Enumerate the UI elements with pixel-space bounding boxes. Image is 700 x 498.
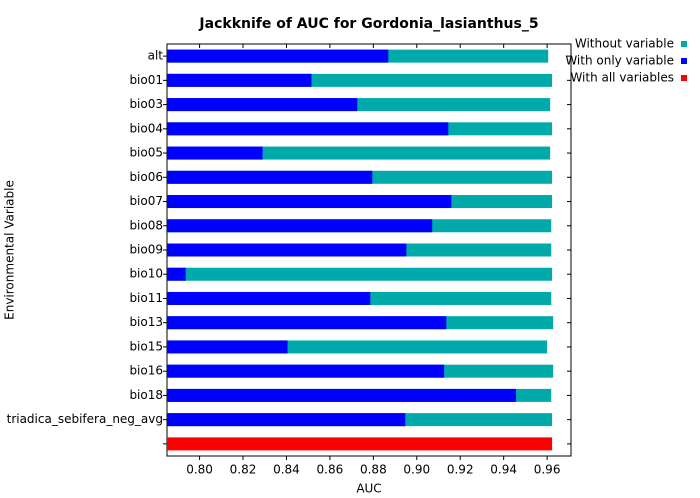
legend-label: With only variable [565, 54, 674, 68]
y-tick-label: triadica_sebifera_neg_avg [7, 412, 163, 426]
bar [167, 146, 551, 160]
x-tick-label: 0.82 [230, 463, 257, 477]
chart-title: Jackknife of AUC for Gordonia_lasianthus… [198, 16, 538, 32]
x-tick-label: 0.84 [273, 463, 300, 477]
legend-swatch [681, 58, 687, 64]
bar [167, 388, 517, 402]
y-tick-label: bio07 [129, 194, 163, 208]
bar [167, 219, 433, 233]
y-tick-label: bio18 [129, 388, 163, 402]
y-tick-label: bio11 [129, 291, 163, 305]
bar [167, 122, 449, 136]
bar [167, 413, 406, 427]
legend-swatch [681, 75, 687, 81]
bar [167, 267, 186, 281]
bar [167, 437, 553, 451]
x-tick-label: 0.88 [360, 463, 387, 477]
y-axis-label: Environmental Variable [3, 180, 17, 320]
legend-label: With all variables [570, 71, 674, 85]
legend-label: Without variable [575, 37, 674, 51]
bar [167, 291, 371, 305]
bar [167, 73, 312, 87]
bar [167, 316, 447, 330]
x-tick-label: 0.86 [317, 463, 344, 477]
x-tick-label: 0.94 [490, 463, 517, 477]
x-tick-label: 0.80 [186, 463, 213, 477]
legend-swatch [681, 41, 687, 47]
y-tick-label: bio06 [129, 170, 163, 184]
x-tick-label: 0.96 [534, 463, 561, 477]
y-tick-label: bio04 [129, 121, 163, 135]
bar [167, 49, 389, 63]
y-tick-label: bio15 [129, 339, 163, 353]
x-tick-label: 0.90 [403, 463, 430, 477]
bar [167, 243, 407, 257]
bar [167, 195, 452, 209]
y-tick-label: bio10 [129, 267, 163, 281]
y-tick-label: bio01 [129, 73, 163, 87]
bar [167, 267, 553, 281]
bar [167, 146, 263, 160]
y-tick-label: bio03 [129, 97, 163, 111]
y-tick-label: bio05 [129, 146, 163, 160]
y-tick-label: bio09 [129, 243, 163, 257]
y-tick-label: bio16 [129, 364, 163, 378]
bar [167, 170, 373, 184]
bar [167, 98, 358, 112]
y-tick-label: bio13 [129, 315, 163, 329]
x-axis-label: AUC [356, 482, 381, 496]
y-tick-label: bio08 [129, 218, 163, 232]
bar [167, 364, 445, 378]
x-tick-label: 0.92 [447, 463, 474, 477]
bar [167, 340, 288, 354]
y-tick-label: alt [148, 49, 164, 63]
